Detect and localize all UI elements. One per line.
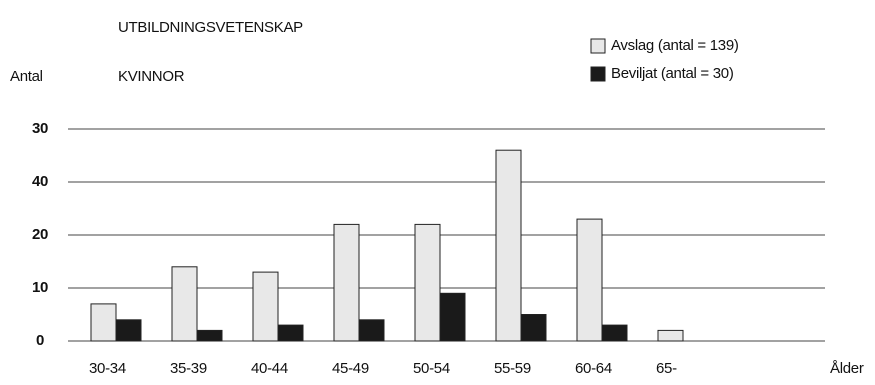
bar — [115, 319, 142, 342]
bar — [333, 223, 360, 342]
chart-title: UTBILDNINGSVETENSKAP — [118, 19, 303, 36]
bar — [277, 324, 304, 342]
x-tick-label: 55-59 — [494, 360, 531, 377]
bar — [520, 314, 547, 342]
bar — [358, 319, 385, 342]
bar — [576, 218, 603, 342]
x-axis-label: Ålder — [830, 360, 864, 377]
bar — [414, 223, 441, 342]
y-tick-label: 40 — [32, 173, 48, 190]
legend-swatch — [590, 38, 606, 54]
x-tick-label: 40-44 — [251, 360, 288, 377]
y-axis-label: Antal — [10, 68, 43, 85]
x-tick-label: 30-34 — [89, 360, 126, 377]
bar — [90, 303, 117, 342]
bar — [196, 329, 223, 342]
legend-swatch — [590, 66, 606, 82]
legend-label: Beviljat (antal = 30) — [611, 65, 734, 82]
x-tick-label: 65- — [656, 360, 677, 377]
bar — [657, 329, 684, 342]
chart-subtitle: KVINNOR — [118, 68, 185, 85]
y-tick-label: 0 — [36, 332, 44, 349]
bar — [171, 266, 198, 342]
x-tick-label: 45-49 — [332, 360, 369, 377]
bar — [439, 292, 466, 342]
y-tick-label: 10 — [32, 279, 48, 296]
y-tick-label: 30 — [32, 120, 48, 137]
bar — [601, 324, 628, 342]
y-tick-label: 20 — [32, 226, 48, 243]
x-tick-label: 35-39 — [170, 360, 207, 377]
bar — [495, 149, 522, 342]
legend-label: Avslag (antal = 139) — [611, 37, 739, 54]
bar — [252, 271, 279, 342]
x-tick-label: 60-64 — [575, 360, 612, 377]
x-tick-label: 50-54 — [413, 360, 450, 377]
